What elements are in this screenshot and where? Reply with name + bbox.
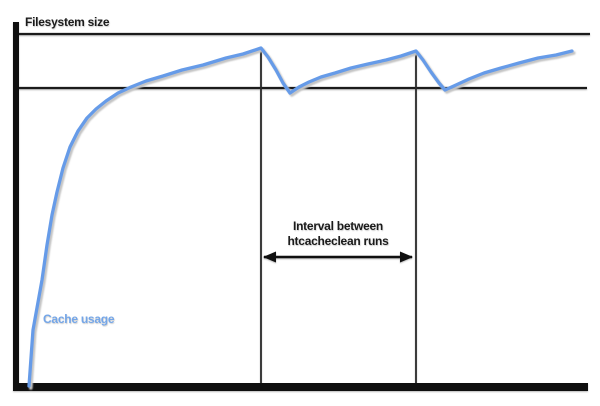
filesystem-size-label: Filesystem size xyxy=(25,15,110,29)
cache-usage-curve xyxy=(27,46,574,388)
cache-usage-series xyxy=(27,46,576,390)
axes-and-reference-lines xyxy=(13,22,590,391)
interval-annotation: Interval between htcacheclean runs xyxy=(260,219,416,248)
x-axis xyxy=(13,383,588,391)
y-axis xyxy=(13,22,19,391)
interval-annotation-line1: Interval between xyxy=(292,219,384,233)
cache-usage-label: Cache usage xyxy=(43,312,115,326)
interval-annotation-line2: htcacheclean runs xyxy=(287,233,389,248)
